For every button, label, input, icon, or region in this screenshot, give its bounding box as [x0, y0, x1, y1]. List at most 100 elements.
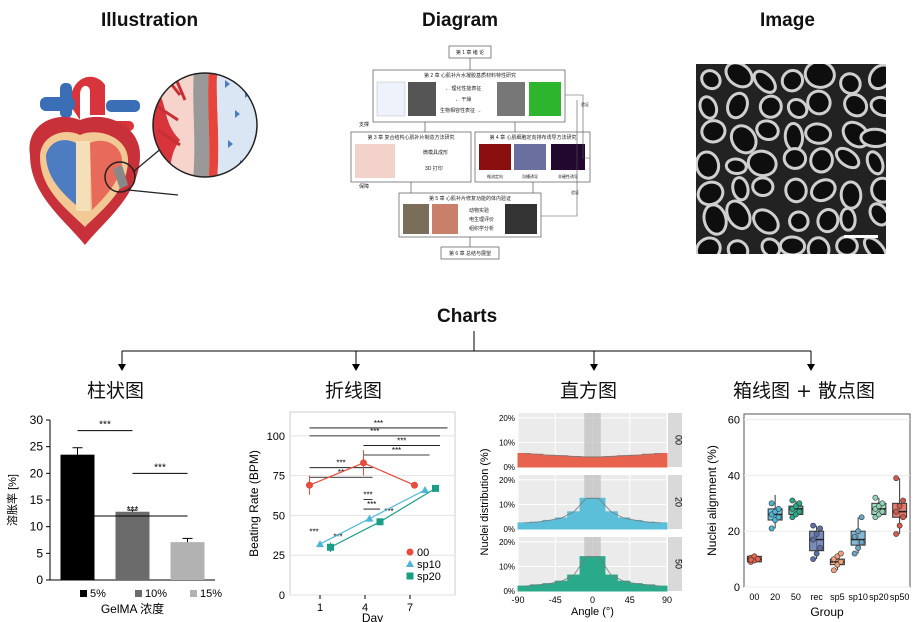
histogram-bar	[579, 556, 594, 592]
diagram-ch5: 第 5 章 心肌补片修复功能的体内验证	[429, 195, 511, 202]
facet-label: 50	[674, 559, 684, 569]
y-axis-label: Beating Rate (BPM)	[247, 450, 261, 557]
legend-label: 15%	[200, 588, 222, 600]
significance-label: ***	[367, 500, 376, 509]
sem-pores	[696, 64, 886, 254]
sem-pore	[726, 91, 749, 120]
diagram-side-right-2: 验证	[571, 189, 579, 195]
y-tick-label: 10	[30, 520, 44, 534]
x-tick-label: 90	[662, 595, 672, 605]
data-point	[855, 528, 862, 535]
histogram-bar	[641, 584, 656, 592]
y-tick-label: 0%	[503, 587, 515, 596]
y-tick-label: 0	[36, 573, 43, 587]
x-tick-label: -90	[511, 595, 524, 605]
data-point	[851, 550, 858, 557]
legend-marker	[406, 548, 414, 556]
diagram-side-left-2: 保障	[359, 183, 369, 190]
x-axis-label: Angle (°)	[571, 606, 614, 618]
diagram-ch4-item-3: 非硬性诱导	[558, 173, 578, 179]
histogram-bar	[554, 580, 569, 592]
y-tick-label: 0	[734, 582, 740, 594]
sem-pore	[751, 176, 775, 198]
thesis-flow-diagram: 第 1 章 绪 论 第 2 章 心肌补片水凝胶基质材料特性研究 ← 理化性能表征…	[350, 45, 591, 260]
sem-pore	[752, 69, 777, 94]
data-point	[810, 522, 817, 529]
data-point	[747, 556, 754, 563]
diagram-ch1: 第 1 章 绪 论	[456, 49, 484, 56]
sem-pore	[843, 93, 869, 118]
legend-label: sp10	[417, 559, 441, 571]
sem-pore	[786, 98, 809, 119]
significance-label: ***	[99, 420, 111, 431]
diagram-ch2: 第 2 章 心肌补片水凝胶基质材料特性研究	[424, 72, 516, 79]
sem-pore	[816, 208, 840, 234]
data-point	[754, 556, 761, 562]
histogram-bar	[542, 454, 556, 468]
data-point	[789, 497, 796, 504]
data-point	[837, 550, 844, 557]
y-tick-label: 20%	[499, 414, 515, 423]
y-tick-label: 30	[30, 413, 44, 427]
x-tick-label: 45	[625, 595, 635, 605]
sem-pore	[752, 208, 780, 235]
point-sp10	[421, 485, 429, 493]
sem-pore	[870, 176, 886, 204]
sem-pore	[865, 150, 885, 176]
x-tick-label: 00	[749, 592, 759, 602]
histogram-bar	[604, 455, 618, 468]
diagram-ch5-item-1: 动物实验	[469, 207, 489, 214]
data-point	[893, 531, 900, 537]
y-tick-label: 5	[36, 546, 43, 560]
sem-pore	[867, 64, 886, 91]
legend-label: 5%	[90, 588, 106, 600]
data-point	[813, 550, 820, 557]
y-tick-label: 60	[728, 415, 740, 427]
data-point	[830, 567, 837, 574]
facet-strip	[668, 537, 682, 591]
x-tick-label: 7	[407, 602, 413, 614]
data-point	[879, 500, 886, 507]
density-line	[524, 497, 661, 524]
sem-pore	[725, 199, 752, 231]
sem-pore	[834, 146, 861, 170]
histogram-bar	[616, 455, 631, 468]
facet-label: 00	[674, 435, 684, 445]
significance-label: ***	[154, 462, 166, 473]
histogram-bar	[554, 455, 569, 468]
histogram-bar	[629, 519, 643, 530]
facet-strip	[668, 475, 682, 529]
diagram-ch4: 第 4 章 心肌细胞定向排布诱导方法研究	[490, 134, 577, 141]
significance-label: ***	[374, 419, 383, 428]
point-00	[411, 481, 418, 489]
bar-15%	[170, 542, 205, 580]
legend-marker	[406, 560, 414, 567]
x-tick-label: 4	[362, 602, 368, 614]
histogram-bar	[517, 585, 531, 592]
sem-pore	[862, 236, 886, 254]
sem-pore	[868, 202, 886, 227]
histogram-bar	[592, 456, 606, 468]
histogram-bar	[616, 580, 631, 592]
histogram-bar	[616, 517, 631, 530]
y-tick-label: 10%	[499, 438, 515, 447]
sem-pore	[784, 177, 808, 204]
sem-pore	[724, 157, 748, 176]
legend-swatch	[80, 590, 87, 597]
sem-pore	[839, 180, 863, 210]
histogram-bar	[529, 453, 544, 468]
sem-pore	[806, 89, 832, 116]
diagram-side-right-1: 验证	[581, 101, 589, 107]
diagram-ch5-item-2: 电生理评价	[469, 216, 494, 223]
sem-pore	[755, 119, 780, 142]
x-axis-label: Group	[810, 605, 844, 619]
x-tick-label: sp10	[848, 592, 868, 602]
point-sp10	[316, 540, 324, 548]
facet-strip	[668, 413, 682, 467]
sem-pore	[780, 69, 805, 93]
sem-pore	[839, 206, 857, 232]
sem-pore	[696, 236, 722, 254]
plot-area	[743, 413, 911, 588]
y-axis-label: Nuclei distribution (%)	[479, 449, 491, 556]
